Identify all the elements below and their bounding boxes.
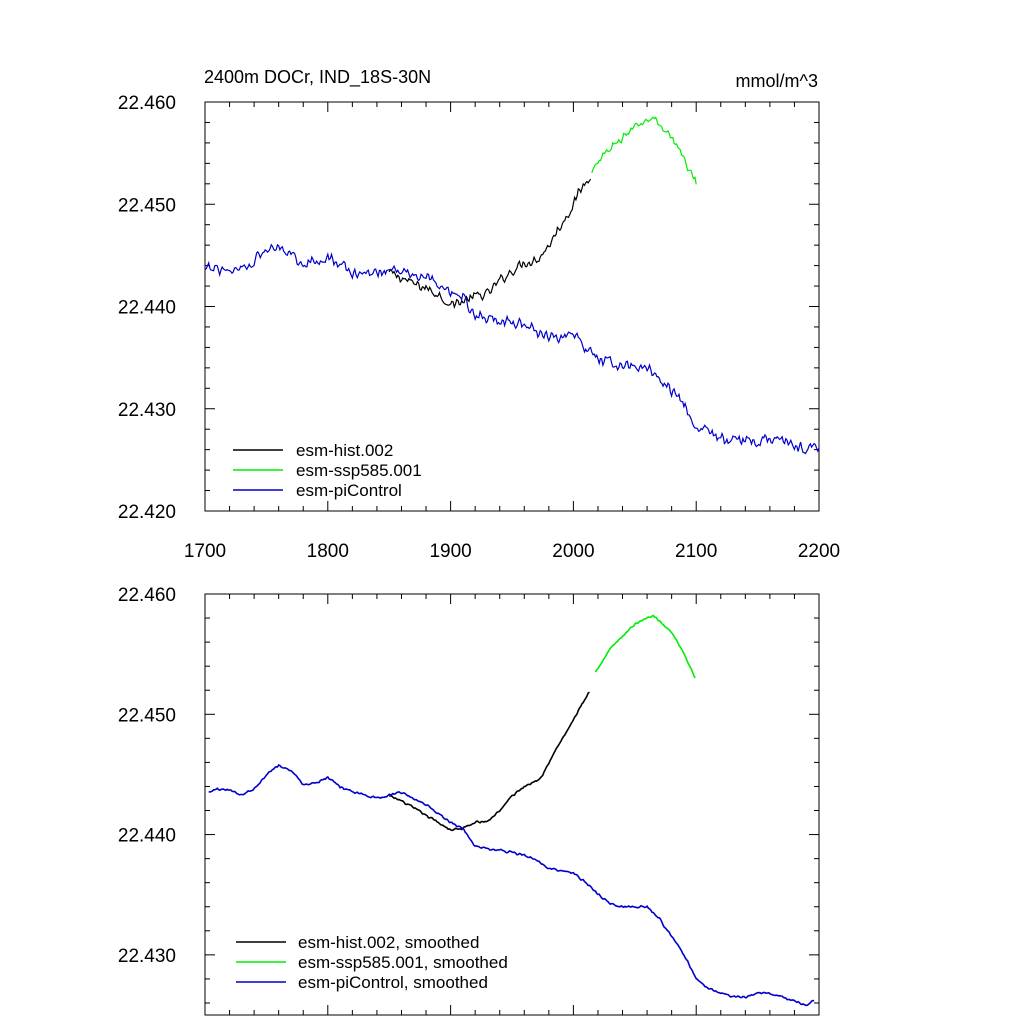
series-line-esm-ssp585-001 [591,116,697,185]
x-tick-label: 1700 [184,541,226,562]
chart-title: 2400m DOCr, IND_18S-30N [204,67,431,88]
x-tick-label: 1800 [307,541,349,562]
legend-label: esm-piControl [296,481,402,500]
series-line-esm-hist-002 [389,691,590,832]
y-tick-label: 22.460 [118,93,176,114]
y-tick-label: 22.420 [118,502,176,523]
legend-label: esm-hist.002 [296,441,393,460]
series-line-esm-ssp585-001 [594,614,696,679]
x-tick-label: 2100 [675,541,717,562]
series-line-esm-picontrol [205,243,819,455]
legend-label: esm-ssp585.001, smoothed [298,953,508,972]
y-tick-label: 22.430 [118,946,176,967]
plot-frame [204,593,820,1016]
legend-label: esm-piControl, smoothed [298,973,488,992]
y-tick-label: 22.430 [118,400,176,421]
x-tick-label: 1900 [429,541,471,562]
series-line-esm-picontrol [208,764,815,1007]
y-tick-label: 22.440 [118,826,176,847]
x-tick-label: 2000 [552,541,594,562]
legend-label: esm-ssp585.001 [296,461,422,480]
x-tick-label: 2200 [798,541,840,562]
chart-units-label: mmol/m^3 [736,71,818,91]
y-tick-label: 22.460 [118,585,176,606]
top-panel: 1700 1800 1900 2000 2100 2200 22.420 22.430 22.4… [118,93,840,562]
bottom-panel: 22.430 22.440 22.450 22.460 esm-hist.002, sm… [118,585,820,1016]
legend-label: esm-hist.002, smoothed [298,933,479,952]
series-line-esm-hist-002 [388,178,592,310]
y-tick-label: 22.450 [118,195,176,216]
y-tick-label: 22.450 [118,705,176,726]
y-tick-label: 22.440 [118,298,176,319]
